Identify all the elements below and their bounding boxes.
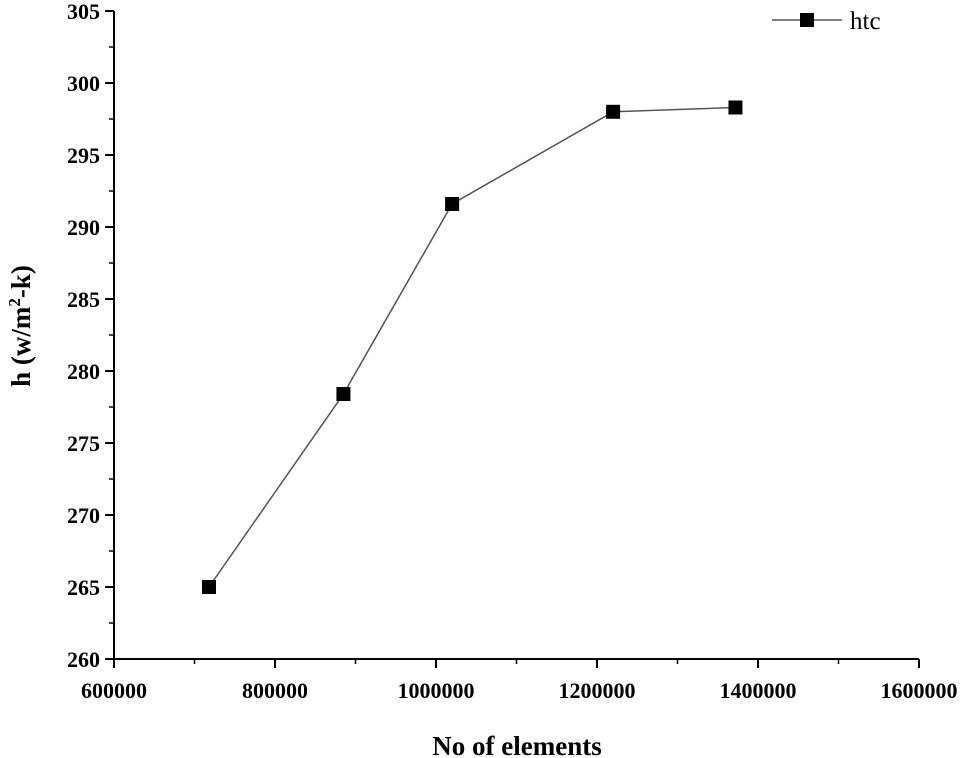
y-tick-label: 260	[67, 647, 100, 672]
series-line-htc	[208, 106, 736, 588]
x-tick-label: 1200000	[559, 678, 636, 703]
y-axis-title-main: h (w/m	[6, 306, 36, 387]
data-point	[606, 104, 621, 119]
y-tick-label: 265	[67, 575, 100, 600]
data-point	[445, 196, 460, 211]
legend-label: htc	[850, 8, 881, 35]
y-tick-label: 290	[67, 215, 100, 240]
x-tick-label: 1000000	[398, 678, 475, 703]
y-tick-label: 280	[67, 359, 100, 384]
y-tick-label: 295	[67, 143, 100, 168]
y-tick-label: 300	[67, 71, 100, 96]
y-axis-title: h (w/m2-k)	[5, 265, 36, 387]
data-point	[728, 100, 743, 115]
x-tick-label: 800000	[242, 678, 308, 703]
y-tick-label: 285	[67, 287, 100, 312]
x-axis-ticks: 600000 800000 1000000 1200000 1400000 1600000	[81, 659, 958, 703]
data-point	[336, 387, 351, 402]
y-tick-label: 270	[67, 503, 100, 528]
legend: htc	[772, 8, 881, 35]
series-points	[201, 100, 743, 594]
x-tick-label: 600000	[81, 678, 147, 703]
y-tick-label: 305	[67, 0, 100, 24]
legend-marker	[800, 13, 814, 27]
x-tick-label: 1600000	[881, 678, 958, 703]
axes	[113, 11, 919, 660]
series-lines	[208, 106, 736, 588]
x-tick-label: 1400000	[720, 678, 797, 703]
y-tick-label: 275	[67, 431, 100, 456]
data-point	[201, 580, 216, 594]
y-axis-ticks: 260 265 270 275 280 285 290 295 300 305	[67, 0, 114, 672]
x-axis-title: No of elements	[432, 731, 601, 758]
y-axis-title-tail: -k)	[6, 265, 36, 298]
y-axis-title-superscript: 2	[5, 298, 24, 307]
